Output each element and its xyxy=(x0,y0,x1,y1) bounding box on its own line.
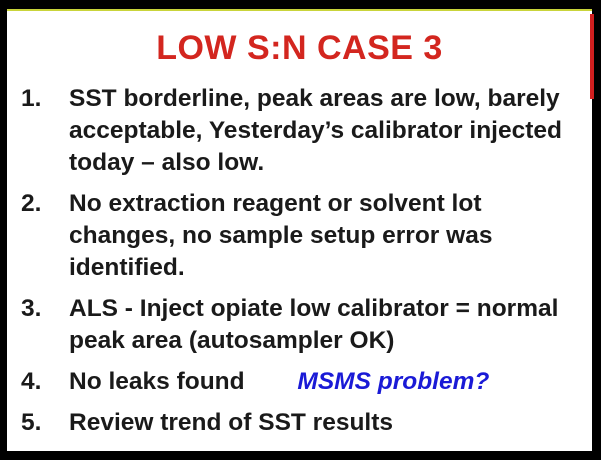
top-accent-line xyxy=(7,9,592,11)
list-item: 1. SST borderline, peak areas are low, b… xyxy=(21,83,581,179)
item-number: 5. xyxy=(21,409,42,436)
item-text: SST borderline, peak areas are low, bare… xyxy=(69,85,562,176)
item-number: 4. xyxy=(21,368,42,395)
msms-problem-callout: MSMS problem? xyxy=(297,368,490,395)
list-item: 2. No extraction reagent or solvent lot … xyxy=(21,188,581,284)
item-text: ALS - Inject opiate low calibrator = nor… xyxy=(69,295,559,354)
item-text: No leaks found xyxy=(69,368,245,395)
item-number: 3. xyxy=(21,295,42,322)
item-text: No extraction reagent or solvent lot cha… xyxy=(69,190,493,281)
list-item: 3. ALS - Inject opiate low calibrator = … xyxy=(21,293,581,357)
slide: LOW S:N CASE 3 1. SST borderline, peak a… xyxy=(7,9,594,451)
slide-title: LOW S:N CASE 3 xyxy=(156,29,443,67)
item-text: Review trend of SST results xyxy=(69,409,394,436)
list-item: 4. No leaks found MSMS problem? xyxy=(21,366,581,398)
item-number: 1. xyxy=(21,85,42,112)
item-number: 2. xyxy=(21,190,42,217)
numbered-list: 1. SST borderline, peak areas are low, b… xyxy=(21,83,581,448)
list-item: 5. Review trend of SST results xyxy=(21,407,581,439)
side-accent-bar xyxy=(590,14,594,99)
